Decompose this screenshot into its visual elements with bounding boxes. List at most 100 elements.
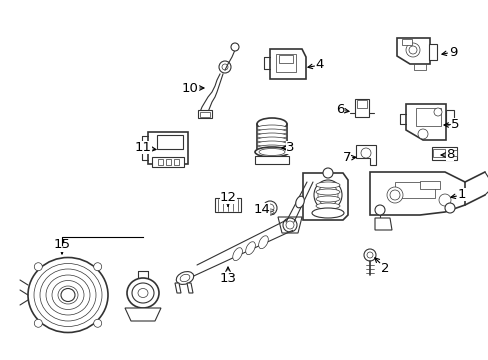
Ellipse shape — [132, 283, 154, 303]
Polygon shape — [405, 104, 445, 140]
Polygon shape — [278, 217, 302, 233]
Circle shape — [94, 263, 102, 271]
Circle shape — [408, 46, 416, 54]
FancyBboxPatch shape — [279, 55, 292, 63]
Ellipse shape — [283, 218, 296, 232]
Ellipse shape — [52, 280, 84, 310]
FancyBboxPatch shape — [254, 156, 288, 164]
Polygon shape — [303, 173, 347, 220]
Polygon shape — [175, 283, 181, 293]
FancyBboxPatch shape — [157, 159, 162, 165]
Ellipse shape — [315, 189, 339, 195]
Ellipse shape — [257, 129, 286, 135]
Text: 5: 5 — [443, 118, 458, 131]
Ellipse shape — [40, 269, 96, 321]
Ellipse shape — [180, 274, 189, 282]
Ellipse shape — [46, 275, 90, 315]
Ellipse shape — [257, 118, 286, 130]
FancyBboxPatch shape — [401, 39, 411, 45]
FancyBboxPatch shape — [419, 181, 439, 189]
FancyBboxPatch shape — [432, 149, 444, 157]
Ellipse shape — [285, 221, 293, 229]
FancyBboxPatch shape — [148, 132, 187, 164]
FancyBboxPatch shape — [450, 150, 456, 156]
Circle shape — [94, 319, 102, 327]
FancyBboxPatch shape — [430, 147, 456, 159]
Ellipse shape — [254, 147, 288, 157]
Text: 12: 12 — [219, 192, 236, 206]
Ellipse shape — [34, 264, 102, 327]
Text: 9: 9 — [441, 45, 456, 58]
FancyBboxPatch shape — [198, 110, 212, 118]
FancyBboxPatch shape — [152, 157, 183, 167]
Ellipse shape — [138, 288, 148, 297]
Ellipse shape — [317, 184, 337, 206]
Polygon shape — [186, 283, 193, 293]
Ellipse shape — [176, 271, 193, 284]
FancyBboxPatch shape — [275, 54, 295, 72]
FancyBboxPatch shape — [215, 198, 241, 212]
Ellipse shape — [28, 257, 108, 333]
Ellipse shape — [259, 148, 285, 156]
Circle shape — [323, 168, 332, 178]
FancyBboxPatch shape — [165, 159, 170, 165]
Text: 2: 2 — [374, 258, 388, 274]
Circle shape — [438, 194, 450, 206]
FancyBboxPatch shape — [356, 100, 366, 108]
Circle shape — [34, 319, 42, 327]
Ellipse shape — [127, 278, 159, 308]
Text: 8: 8 — [440, 148, 453, 162]
Text: 1: 1 — [450, 189, 465, 202]
Circle shape — [222, 64, 227, 70]
Ellipse shape — [315, 182, 339, 188]
Circle shape — [230, 43, 239, 51]
Circle shape — [389, 190, 399, 200]
FancyBboxPatch shape — [394, 182, 434, 198]
Polygon shape — [355, 145, 375, 165]
Circle shape — [363, 249, 375, 261]
Circle shape — [265, 204, 273, 212]
Ellipse shape — [258, 236, 268, 249]
Text: 13: 13 — [219, 267, 236, 284]
FancyBboxPatch shape — [413, 64, 425, 70]
Ellipse shape — [257, 141, 286, 147]
Polygon shape — [269, 49, 305, 79]
Circle shape — [34, 263, 42, 271]
Text: 6: 6 — [335, 104, 348, 117]
Circle shape — [263, 201, 276, 215]
FancyBboxPatch shape — [200, 112, 209, 117]
Polygon shape — [369, 172, 464, 215]
Circle shape — [444, 203, 454, 213]
Polygon shape — [396, 38, 429, 64]
Circle shape — [219, 61, 230, 73]
Text: 3: 3 — [282, 141, 294, 154]
Ellipse shape — [58, 286, 78, 304]
Circle shape — [405, 43, 419, 57]
Text: 7: 7 — [342, 152, 355, 165]
Text: 4: 4 — [307, 58, 324, 72]
Ellipse shape — [315, 196, 339, 202]
Ellipse shape — [313, 180, 341, 210]
Circle shape — [374, 205, 384, 215]
Text: 10: 10 — [181, 81, 203, 94]
FancyBboxPatch shape — [157, 135, 183, 149]
Circle shape — [433, 108, 441, 116]
Ellipse shape — [245, 242, 255, 255]
Ellipse shape — [295, 196, 304, 208]
Polygon shape — [374, 218, 391, 230]
FancyBboxPatch shape — [173, 159, 178, 165]
FancyBboxPatch shape — [354, 99, 368, 117]
Circle shape — [360, 148, 370, 158]
Circle shape — [386, 187, 402, 203]
Ellipse shape — [257, 145, 286, 151]
Text: 14: 14 — [253, 203, 270, 216]
Ellipse shape — [315, 203, 339, 209]
FancyBboxPatch shape — [428, 44, 436, 60]
Circle shape — [417, 129, 427, 139]
Ellipse shape — [257, 125, 286, 131]
Ellipse shape — [311, 208, 343, 218]
Text: 11: 11 — [134, 141, 156, 154]
FancyBboxPatch shape — [445, 110, 453, 124]
Circle shape — [366, 252, 372, 258]
Ellipse shape — [257, 137, 286, 143]
